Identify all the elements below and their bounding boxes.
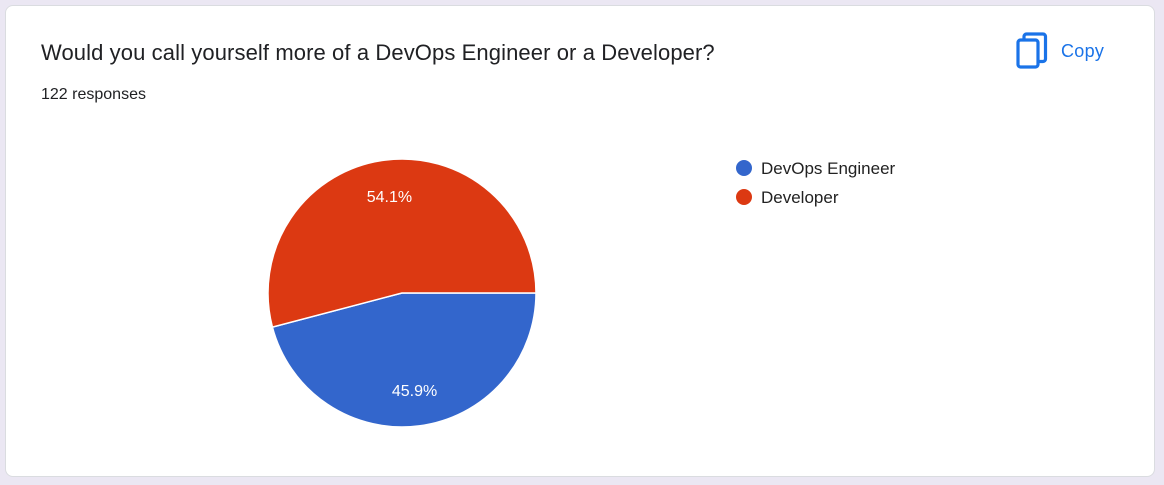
response-count: 122 responses [41,86,146,103]
legend-label[interactable]: Developer [761,188,839,207]
question-card: Would you call yourself more of a DevOps… [5,5,1155,477]
copy-icon [1015,31,1049,71]
question-title: Would you call yourself more of a DevOps… [41,40,715,65]
pie-slice-label: 45.9% [392,383,437,400]
pie-slice-devops-engineer[interactable] [271,292,537,428]
legend-label[interactable]: DevOps Engineer [761,159,896,178]
pie-slice-labels: 45.9% 54.1% [367,189,438,400]
legend-marker [736,189,752,205]
chart-legend: DevOps Engineer Developer [736,159,896,207]
copy-label: Copy [1061,40,1105,61]
pie-slice-developer[interactable] [267,158,537,329]
pie-chart: 45.9% 54.1% DevOps Engineer Developer [267,158,896,428]
pie-slices [267,158,537,428]
pie-slice-label: 54.1% [367,189,412,206]
copy-chart-button[interactable]: Copy [1009,28,1114,74]
legend-marker [736,160,752,176]
